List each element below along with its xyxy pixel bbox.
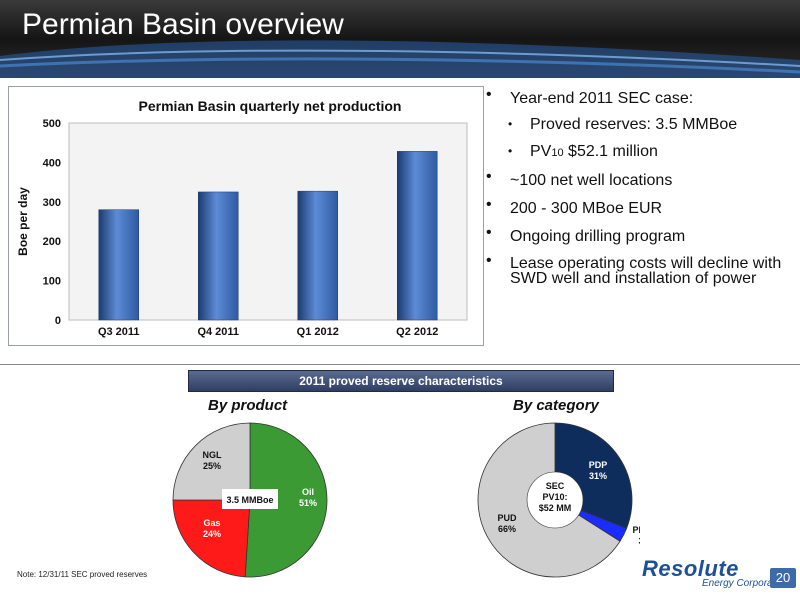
slice-value: 25%: [203, 461, 221, 471]
slice-value: 3%: [638, 536, 640, 546]
bullet-dot: •: [486, 196, 492, 213]
by-category-title: By category: [513, 397, 599, 414]
by-product-title: By product: [208, 397, 288, 414]
bullet-dot: •: [508, 144, 513, 158]
y-tick-label: 100: [43, 276, 61, 288]
pv-suffix: $52.1 million: [563, 143, 658, 160]
slice-label: NGL: [203, 450, 223, 460]
y-tick-label: 300: [43, 197, 61, 209]
slice-label: Gas: [203, 518, 220, 528]
slice-label: Oil: [302, 487, 314, 497]
logo-subtext: Energy Corporation: [702, 578, 789, 589]
x-tick-label: Q4 2011: [197, 326, 239, 338]
production-chart: Permian Basin quarterly net production 0 1…: [8, 86, 484, 346]
slice-label: PDP: [589, 460, 608, 470]
x-tick-label: Q1 2012: [297, 326, 339, 338]
bullet-dot: •: [486, 224, 492, 241]
x-tick-label: Q3 2011: [98, 326, 140, 338]
reserve-banner: 2011 proved reserve characteristics: [188, 370, 614, 392]
pie-center-label: SEC: [546, 481, 565, 491]
section-divider: [0, 364, 800, 365]
bullet-dot: •: [486, 252, 492, 269]
header-swoosh: [0, 40, 800, 78]
bar: [98, 209, 139, 321]
pie-center-label: 3.5 MMBoe: [226, 495, 273, 505]
bullet-lease-costs: Lease operating costs will decline with …: [510, 255, 782, 287]
bar: [297, 190, 338, 321]
bar-chart-svg: Permian Basin quarterly net production 0 1…: [16, 98, 468, 338]
logo-wordmark: Resolute: [642, 556, 739, 581]
pie-slice: [172, 422, 251, 501]
pv-sub: 10: [551, 147, 564, 159]
page-title: Permian Basin overview: [22, 8, 344, 41]
bullet-dot: •: [486, 86, 492, 103]
bullet-sec-case: Year-end 2011 SEC case:: [510, 90, 694, 107]
pie-center-label: PV10:: [542, 492, 567, 502]
y-tick-label: 200: [43, 236, 61, 248]
pie-slice: [244, 422, 328, 578]
pie-center-circle: [526, 471, 584, 529]
footnote: Note: 12/31/11 SEC proved reserves: [17, 570, 148, 579]
bullet-dot: •: [508, 117, 513, 131]
bullet-drilling: Ongoing drilling program: [510, 228, 686, 245]
chart-title: Permian Basin quarterly net production: [139, 98, 402, 114]
bullet-well-locations: ~100 net well locations: [510, 172, 673, 189]
pv-prefix: PV: [530, 143, 552, 160]
pie-center-box: [222, 489, 278, 509]
y-axis-label: Boe per day: [16, 187, 30, 256]
pie-slice: [172, 499, 251, 578]
bullet-dot: •: [486, 168, 492, 185]
slice-label: PUD: [497, 513, 517, 523]
bar: [198, 191, 239, 321]
y-tick-label: 0: [55, 315, 61, 327]
page-number: 20: [770, 568, 796, 588]
pie-center-label: $52 MM: [539, 503, 572, 513]
bullet-pv10: PV10 $52.1 million: [530, 143, 780, 162]
company-logo: Resolute Energy Corporation: [642, 556, 789, 589]
slice-value: 66%: [498, 524, 516, 534]
bullet-proved-reserves: Proved reserves: 3.5 MMBoe: [530, 116, 738, 133]
slice-label: PDNP: [632, 525, 640, 535]
bar: [397, 151, 438, 321]
slice-value: 31%: [589, 471, 607, 481]
slice-value: 24%: [203, 529, 221, 539]
y-tick-label: 400: [43, 157, 61, 169]
bullet-eur: 200 - 300 MBoe EUR: [510, 200, 663, 217]
y-tick-label: 500: [43, 118, 61, 130]
x-tick-label: Q2 2012: [396, 326, 438, 338]
slice-value: 51%: [299, 498, 317, 508]
slide-header: Permian Basin overview: [0, 0, 800, 78]
